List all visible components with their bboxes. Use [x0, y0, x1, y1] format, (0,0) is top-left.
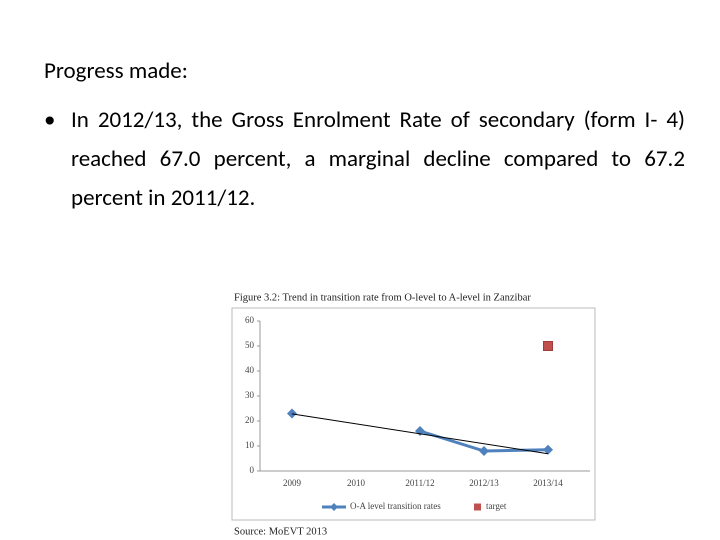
legend-label: O-A level transition rates	[350, 501, 441, 511]
chart-background	[222, 290, 600, 540]
y-tick-label: 40	[245, 365, 255, 375]
bullet-text: In 2012/13, the Gross Enrolment Rate of …	[44, 101, 685, 218]
y-tick-label: 30	[245, 390, 255, 400]
y-tick-label: 50	[245, 340, 255, 350]
legend-marker	[330, 503, 338, 511]
chart-source: Source: MoEVT 2013	[234, 526, 327, 537]
heading: Progress made:	[44, 57, 188, 85]
trend-line	[291, 413, 549, 455]
legend-label: target	[486, 501, 507, 511]
y-tick-label: 60	[245, 315, 255, 325]
point-marker	[543, 341, 553, 351]
x-tick-label: 2013/14	[533, 478, 563, 488]
point-marker	[287, 408, 297, 419]
x-tick-label: 2012/13	[469, 478, 499, 488]
chart-frame	[231, 307, 596, 521]
chart-title: Figure 3.2: Trend in transition rate fro…	[234, 292, 531, 303]
point-marker	[543, 444, 553, 455]
y-tick-label: 0	[250, 465, 255, 475]
point-marker	[479, 446, 489, 456]
legend-marker	[474, 503, 481, 511]
y-tick-label: 10	[245, 440, 255, 450]
x-tick-label: 2009	[283, 478, 302, 488]
y-tick-label: 20	[245, 415, 255, 425]
x-tick-label: 2010	[347, 478, 366, 488]
x-tick-label: 2011/12	[405, 478, 434, 488]
